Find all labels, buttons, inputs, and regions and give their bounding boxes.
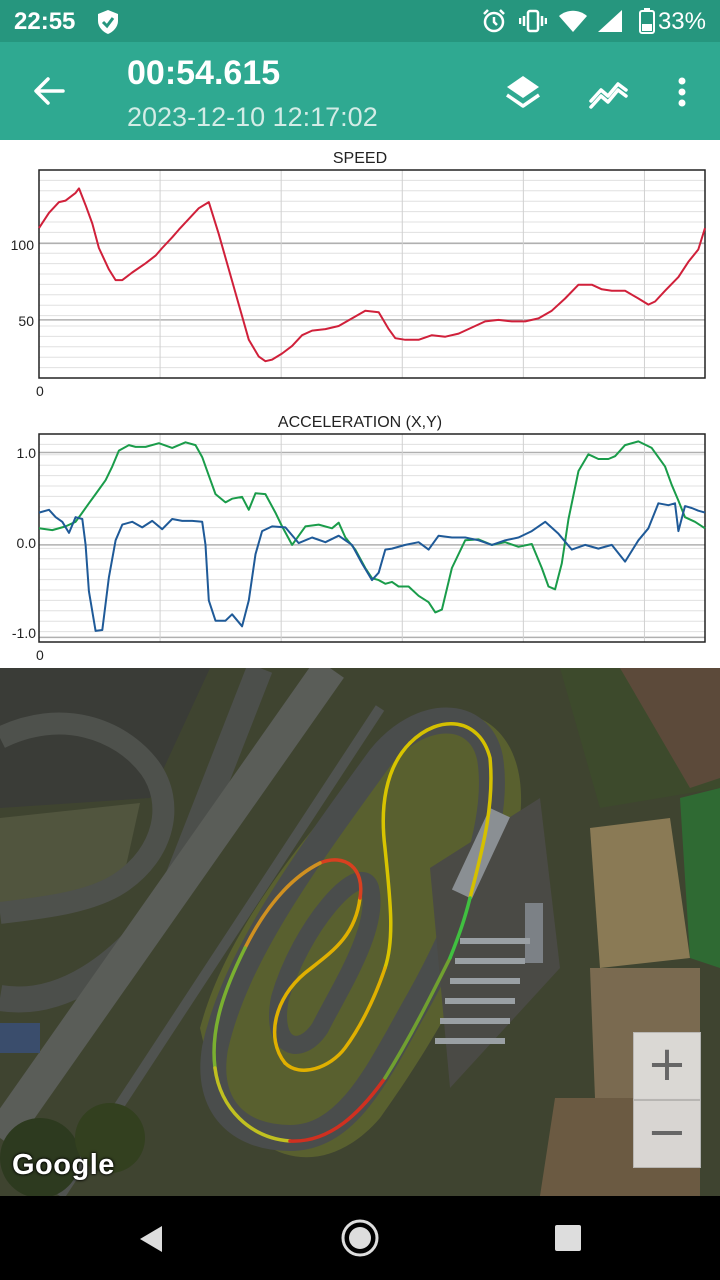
zoom-out-button[interactable]: − xyxy=(633,1100,701,1168)
acceleration-chart: ACCELERATION (X,Y) 1.0 0.0 -1.0 0 xyxy=(0,402,720,668)
satellite-imagery xyxy=(0,668,720,1196)
session-datetime: 2023-12-10 12:17:02 xyxy=(127,102,378,132)
speed-plot: 100 50 0 xyxy=(11,169,706,399)
accel-ytick-1: 1.0 xyxy=(17,445,37,461)
more-vert-icon[interactable] xyxy=(670,76,694,110)
speed-plot-frame xyxy=(38,169,706,379)
speed-ytick-50: 50 xyxy=(18,313,34,329)
alarm-icon xyxy=(483,9,505,33)
google-logo: Google xyxy=(12,1149,115,1181)
nav-recents-icon[interactable] xyxy=(554,1224,582,1252)
navigation-bar xyxy=(0,1196,720,1280)
wifi-icon xyxy=(559,10,587,32)
acceleration-chart-title: ACCELERATION (X,Y) xyxy=(277,414,443,431)
speed-xtick-0: 0 xyxy=(36,383,44,399)
vibrate-icon xyxy=(519,9,547,33)
battery-percent: 33% xyxy=(657,8,706,35)
back-arrow-icon[interactable] xyxy=(30,72,68,110)
accel-plot-frame xyxy=(38,433,706,643)
speed-ytick-100: 100 xyxy=(11,237,35,253)
lap-time-title: 00:54.615 xyxy=(127,54,281,92)
zoom-in-button[interactable]: + xyxy=(633,1032,701,1100)
nav-back-icon[interactable] xyxy=(136,1224,166,1254)
layers-icon[interactable] xyxy=(504,74,542,110)
app-bar: 00:54.615 2023-12-10 12:17:02 xyxy=(0,42,720,140)
acceleration-plot: 1.0 0.0 -1.0 0 xyxy=(12,433,706,663)
track-map[interactable]: Google + − xyxy=(0,668,720,1196)
speed-chart-title: SPEED xyxy=(332,150,388,167)
accel-series-line-1 xyxy=(38,502,706,632)
battery-icon xyxy=(639,8,655,34)
nav-home-icon[interactable] xyxy=(340,1218,380,1258)
status-time: 22:55 xyxy=(14,8,76,35)
speed-chart: SPEED 100 50 0 xyxy=(0,140,720,402)
shield-check-icon xyxy=(98,10,118,34)
compare-chart-icon[interactable] xyxy=(588,76,630,110)
speed-series-line-0 xyxy=(38,187,706,363)
accel-xtick-0: 0 xyxy=(36,647,44,663)
accel-ytick-neg1: -1.0 xyxy=(12,625,36,641)
signal-icon xyxy=(598,10,622,32)
status-bar: 22:55 33% xyxy=(0,0,720,42)
accel-series-line-0 xyxy=(38,440,706,614)
accel-ytick-0: 0.0 xyxy=(17,535,37,551)
